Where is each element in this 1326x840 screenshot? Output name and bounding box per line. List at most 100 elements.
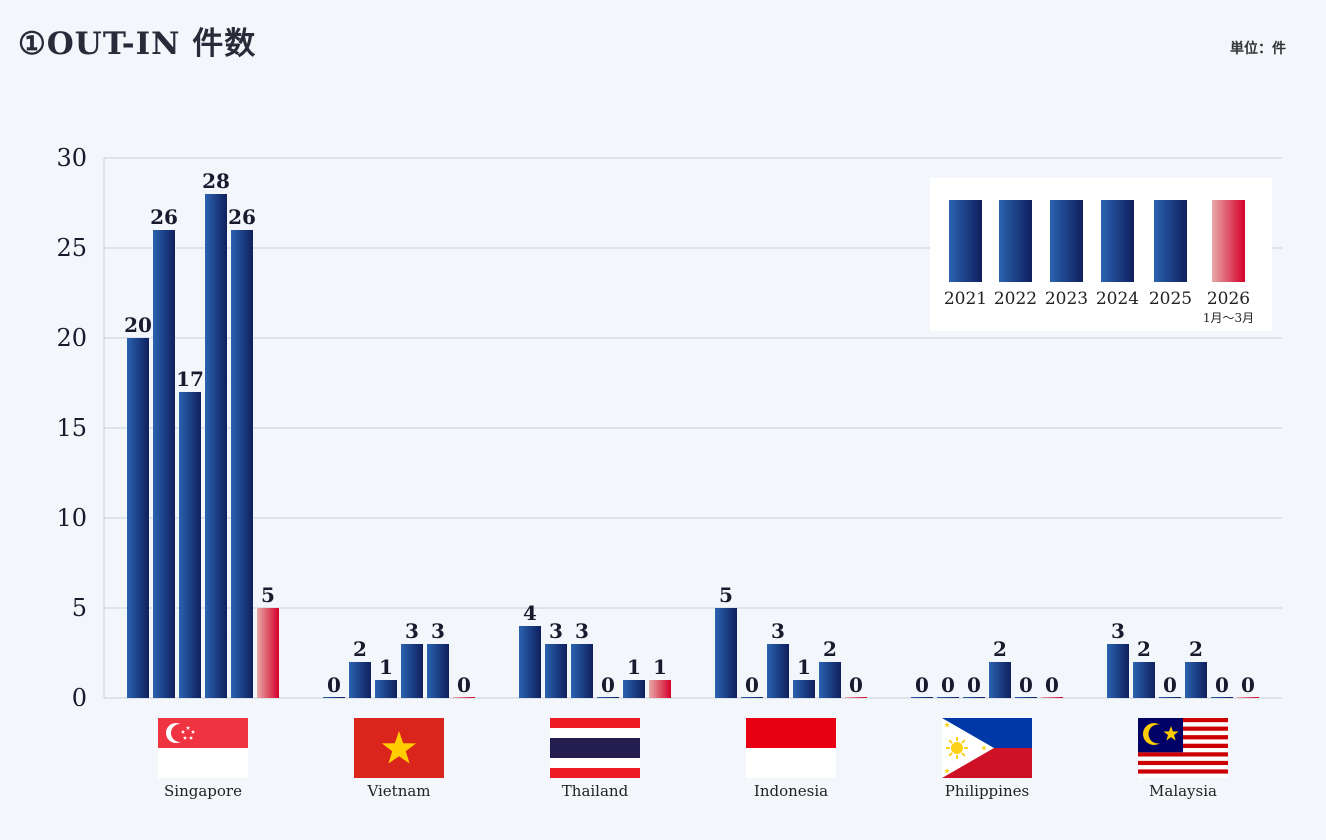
data-label: 0	[457, 673, 471, 697]
data-label: 2	[1137, 637, 1151, 661]
bar-baseline	[1159, 697, 1181, 698]
data-label: 0	[1019, 673, 1033, 697]
bar	[1107, 644, 1129, 698]
legend-label: 2023	[1045, 289, 1088, 309]
unit-label: 単位：件	[1230, 41, 1286, 57]
bar	[519, 626, 541, 698]
legend-label: 2026	[1207, 289, 1250, 309]
bar-baseline	[453, 697, 475, 698]
legend-swatch	[1050, 200, 1083, 282]
bar	[179, 392, 201, 698]
data-label: 3	[771, 619, 785, 643]
legend-label: 2024	[1096, 289, 1139, 309]
bar	[153, 230, 175, 698]
data-label: 5	[719, 583, 733, 607]
bar	[127, 338, 149, 698]
bar-baseline	[741, 697, 763, 698]
data-label: 0	[849, 673, 863, 697]
bar	[649, 680, 671, 698]
bar	[231, 230, 253, 698]
legend-swatch	[1154, 200, 1187, 282]
bar-baseline	[963, 697, 985, 698]
category-label: Singapore	[164, 782, 242, 800]
legend: 2021 2022 2023 2024 2025 2026 1月〜3月	[930, 178, 1272, 331]
bar	[427, 644, 449, 698]
y-tick-label: 5	[72, 594, 87, 622]
data-label: 17	[176, 367, 204, 391]
legend-swatch	[1212, 200, 1245, 282]
bar	[1133, 662, 1155, 698]
singapore-flag	[158, 718, 248, 778]
bar	[349, 662, 371, 698]
bar	[767, 644, 789, 698]
grid-lines	[103, 157, 1282, 699]
data-label: 0	[1215, 673, 1229, 697]
data-label: 0	[915, 673, 929, 697]
data-label: 0	[327, 673, 341, 697]
data-label: 3	[575, 619, 589, 643]
bar	[257, 608, 279, 698]
data-label: 0	[1045, 673, 1059, 697]
data-label: 28	[202, 169, 230, 193]
y-tick-label: 15	[56, 414, 87, 442]
bar-baseline	[1237, 697, 1259, 698]
bar	[571, 644, 593, 698]
bars	[127, 194, 1259, 698]
bar	[1185, 662, 1207, 698]
malaysia-flag	[1138, 718, 1228, 778]
data-label: 2	[993, 637, 1007, 661]
y-tick-label: 25	[56, 234, 87, 262]
data-label: 3	[431, 619, 445, 643]
data-label: 0	[601, 673, 615, 697]
category-label: Philippines	[945, 782, 1029, 800]
bar-baseline	[845, 697, 867, 698]
bar	[205, 194, 227, 698]
category-label: Indonesia	[754, 782, 828, 800]
data-label: 0	[941, 673, 955, 697]
data-label: 1	[797, 655, 811, 679]
data-label: 5	[261, 583, 275, 607]
bar-baseline	[597, 697, 619, 698]
legend-sublabel: 1月〜3月	[1203, 311, 1254, 325]
data-label: 1	[627, 655, 641, 679]
data-label: 26	[228, 205, 256, 229]
legend-label: 2025	[1149, 289, 1192, 309]
data-label: 26	[150, 205, 178, 229]
legend-swatch	[949, 200, 982, 282]
data-label: 2	[353, 637, 367, 661]
legend-swatch	[1101, 200, 1134, 282]
y-tick-label: 10	[56, 504, 87, 532]
legend-swatch	[999, 200, 1032, 282]
chart-title: ①OUT-IN 件数	[18, 26, 257, 62]
data-label: 3	[1111, 619, 1125, 643]
data-label: 2	[1189, 637, 1203, 661]
bar-baseline	[1041, 697, 1063, 698]
data-label: 1	[653, 655, 667, 679]
data-label: 20	[124, 313, 152, 337]
data-label: 0	[967, 673, 981, 697]
category-label: Malaysia	[1149, 782, 1217, 800]
data-label: 3	[405, 619, 419, 643]
indonesia-flag	[746, 718, 836, 778]
y-tick-label: 30	[56, 144, 87, 172]
bar-baseline	[937, 697, 959, 698]
bar	[545, 644, 567, 698]
vietnam-flag	[354, 718, 444, 778]
bar-baseline	[911, 697, 933, 698]
bar	[715, 608, 737, 698]
x-axis-categories: Singapore Vietnam Thailand Indonesia Philipp…	[164, 782, 1217, 800]
y-tick-label: 0	[72, 684, 87, 712]
bar	[793, 680, 815, 698]
data-label: 3	[549, 619, 563, 643]
bar-baseline	[1015, 697, 1037, 698]
philippines-flag	[942, 718, 1032, 778]
legend-label: 2021	[944, 289, 987, 309]
bar	[989, 662, 1011, 698]
y-axis-ticks: 0 5 10 15 20 25 30	[56, 144, 87, 712]
thailand-flag	[550, 718, 640, 778]
category-label: Thailand	[562, 782, 629, 800]
data-label: 0	[1241, 673, 1255, 697]
data-label: 0	[745, 673, 759, 697]
bar-baseline	[1211, 697, 1233, 698]
